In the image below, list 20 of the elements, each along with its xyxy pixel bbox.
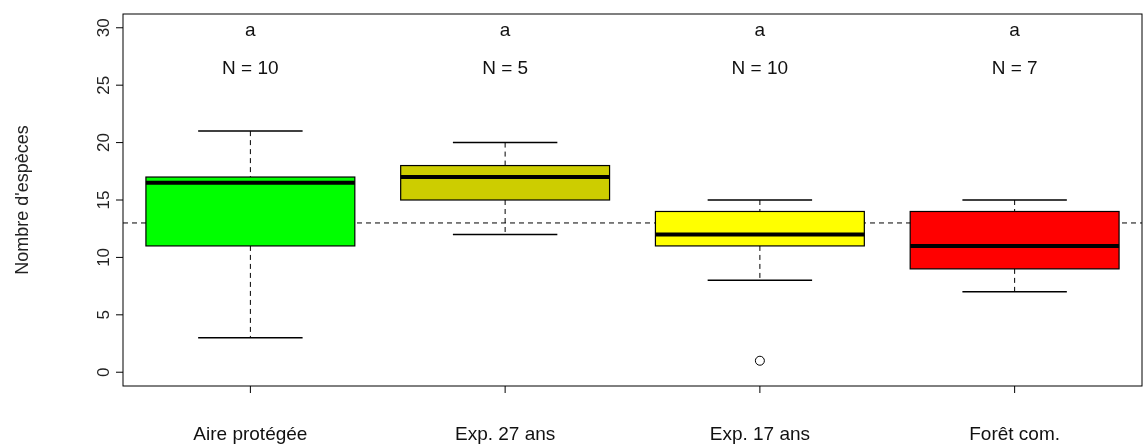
x-tick-label: Forêt com. [969,423,1061,444]
y-tick-label: 5 [94,310,113,320]
y-axis-title: Nombre d'espèces [12,125,32,275]
x-tick-label: Exp. 17 ans [709,423,811,444]
y-tick-label: 0 [94,367,113,377]
x-tick-label: Exp. 27 ans [454,423,556,444]
x-tick-label: Aire protégée [193,423,308,444]
annotation: a [754,19,766,40]
annotation: a [245,19,257,40]
y-tick-label: 20 [94,133,113,153]
annotation: N = 10 [222,57,279,78]
y-tick-label: 15 [94,190,113,210]
annotation: a [1009,19,1021,40]
annotation: a [499,19,511,40]
y-tick-label: 25 [94,75,113,95]
annotation: N = 5 [482,57,529,78]
y-tick-label: 10 [94,247,113,267]
annotation: N = 10 [731,57,789,78]
annotation: N = 7 [991,57,1038,78]
y-tick-label: 30 [94,18,113,38]
